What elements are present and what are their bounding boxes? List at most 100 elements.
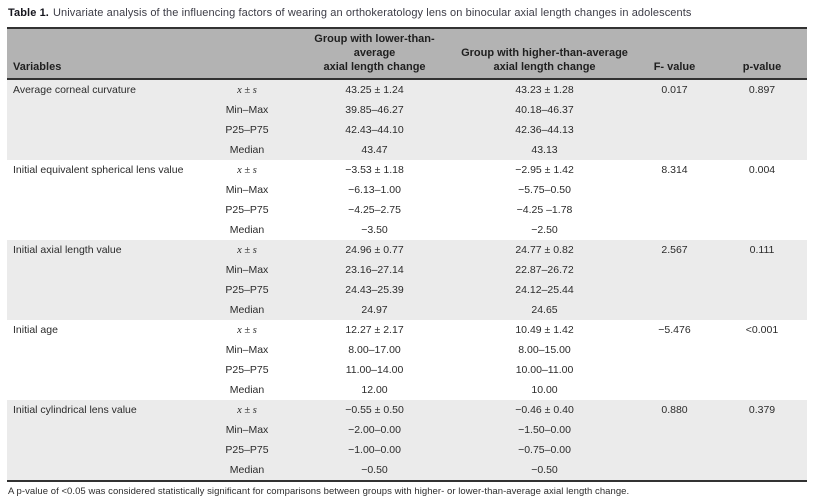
p-value-cell [717, 460, 807, 481]
table-row: P25–P75 11.00–14.00 10.00–11.00 [7, 360, 807, 380]
f-value-cell [632, 180, 717, 200]
p-value-cell [717, 440, 807, 460]
f-value-cell [632, 100, 717, 120]
higher-group-cell: −2.95 ± 1.42 [515, 164, 574, 177]
table-row: Median 43.47 43.13 [7, 140, 807, 160]
f-value-cell [632, 440, 717, 460]
col-header-group-lower: Group with lower-than-average axial leng… [292, 28, 457, 81]
col-header-group-higher: Group with higher-than-average axial len… [457, 28, 632, 81]
stat-cell: Median [229, 304, 265, 317]
p-value-cell [717, 340, 807, 360]
higher-group-cell: −0.50 [531, 464, 558, 477]
col-header-stat [202, 28, 292, 81]
lower-group-cell: 42.43–44.10 [345, 124, 404, 137]
stat-cell: x ± s [237, 244, 257, 256]
table-row: Median 12.00 10.00 [7, 380, 807, 400]
variable-cell: Initial cylindrical lens value [13, 404, 137, 417]
stat-cell: Median [229, 144, 265, 157]
lower-group-cell: 23.16–27.14 [345, 264, 404, 277]
col-header-p-value: p-value [717, 28, 807, 81]
higher-group-cell: −0.46 ± 0.40 [515, 404, 574, 417]
f-value-cell: 0.017 [661, 84, 688, 97]
higher-group-cell: −5.75–0.50 [518, 184, 571, 197]
p-value-cell [717, 300, 807, 320]
higher-group-cell: −1.50–0.00 [518, 424, 571, 437]
higher-group-cell: −4.25 –1.78 [516, 204, 573, 217]
col-header-group-higher-line2: axial length change [493, 60, 596, 73]
p-value-cell [717, 360, 807, 380]
f-value-cell [632, 280, 717, 300]
stat-cell: Min–Max [225, 264, 269, 277]
lower-group-cell: 24.97 [361, 304, 388, 317]
variable-group-axial-length: Initial axial length value x ± s 24.96 ±… [7, 240, 807, 321]
variable-cell: Initial age [13, 324, 58, 337]
higher-group-cell: 24.12–25.44 [515, 284, 574, 297]
p-value-cell [717, 260, 807, 280]
table-row: Initial age x ± s 12.27 ± 2.17 10.49 ± 1… [7, 320, 807, 340]
stat-cell: Min–Max [225, 424, 269, 437]
p-value-cell [717, 280, 807, 300]
col-header-group-higher-line1: Group with higher-than-average [461, 46, 628, 59]
lower-group-cell: −1.00–0.00 [348, 444, 401, 457]
variable-cell: Average corneal curvature [13, 84, 136, 97]
p-value-cell: 0.379 [748, 404, 776, 417]
higher-group-cell: 43.23 ± 1.28 [515, 84, 574, 97]
table-row: P25–P75 24.43–25.39 24.12–25.44 [7, 280, 807, 300]
header-row: Variables Group with lower-than-average … [7, 28, 807, 81]
p-value-cell [717, 120, 807, 140]
stat-cell: P25–P75 [225, 124, 269, 137]
stat-cell: Min–Max [225, 104, 269, 117]
p-value-cell: 0.111 [749, 244, 775, 257]
p-value-cell [717, 140, 807, 160]
lower-group-cell: 43.47 [361, 144, 388, 157]
lower-group-cell: −0.55 ± 0.50 [345, 404, 404, 417]
col-header-group-lower-line2: axial length change [323, 60, 426, 73]
p-value-cell: <0.001 [745, 324, 779, 337]
higher-group-cell: 43.13 [531, 144, 558, 157]
col-header-group-lower-line1: Group with lower-than-average [314, 33, 435, 59]
higher-group-cell: 24.65 [531, 304, 558, 317]
stat-cell: Median [229, 464, 265, 477]
univariate-analysis-table: Variables Group with lower-than-average … [7, 27, 807, 483]
table-row: Min–Max 8.00–17.00 8.00–15.00 [7, 340, 807, 360]
lower-group-cell: 8.00–17.00 [348, 344, 401, 357]
higher-group-cell: 42.36–44.13 [515, 124, 574, 137]
lower-group-cell: 24.43–25.39 [345, 284, 404, 297]
lower-group-cell: −2.00–0.00 [348, 424, 401, 437]
table-footnote: A p-value of <0.05 was considered statis… [8, 486, 630, 497]
f-value-cell [632, 200, 717, 220]
f-value-cell [632, 120, 717, 140]
table-row: Min–Max −6.13–1.00 −5.75–0.50 [7, 180, 807, 200]
table-row: Average corneal curvature x ± s 43.25 ± … [7, 79, 807, 100]
p-value-cell: 0.897 [748, 84, 776, 97]
lower-group-cell: 24.96 ± 0.77 [345, 244, 404, 257]
table-row: Min–Max −2.00–0.00 −1.50–0.00 [7, 420, 807, 440]
f-value-cell [632, 300, 717, 320]
higher-group-cell: 24.77 ± 0.82 [515, 244, 574, 257]
lower-group-cell: 11.00–14.00 [345, 364, 404, 377]
p-value-cell [717, 200, 807, 220]
variable-group-corneal-curvature: Average corneal curvature x ± s 43.25 ± … [7, 79, 807, 161]
stat-cell: P25–P75 [225, 204, 269, 217]
higher-group-cell: 40.18–46.37 [515, 104, 574, 117]
table-row: Initial cylindrical lens value x ± s −0.… [7, 400, 807, 420]
p-value-cell [717, 420, 807, 440]
lower-group-cell: 43.25 ± 1.24 [345, 84, 404, 97]
variable-cell: Initial axial length value [13, 244, 122, 257]
f-value-cell: −5.476 [658, 324, 691, 337]
stat-cell: x ± s [237, 404, 257, 416]
f-value-cell [632, 140, 717, 160]
p-value-cell: 0.004 [748, 164, 776, 177]
stat-cell: P25–P75 [225, 284, 269, 297]
f-value-cell: 0.880 [661, 404, 688, 417]
table-row: Min–Max 23.16–27.14 22.87–26.72 [7, 260, 807, 280]
table-row: Initial equivalent spherical lens value … [7, 160, 807, 180]
f-value-cell [632, 340, 717, 360]
variable-group-cylindrical-lens: Initial cylindrical lens value x ± s −0.… [7, 400, 807, 482]
stat-cell: Median [229, 224, 265, 237]
lower-group-cell: −4.25–2.75 [348, 204, 401, 217]
f-value-cell: 2.567 [661, 244, 688, 257]
table-row: P25–P75 −4.25–2.75 −4.25 –1.78 [7, 200, 807, 220]
table-number: Table 1. [8, 7, 49, 19]
